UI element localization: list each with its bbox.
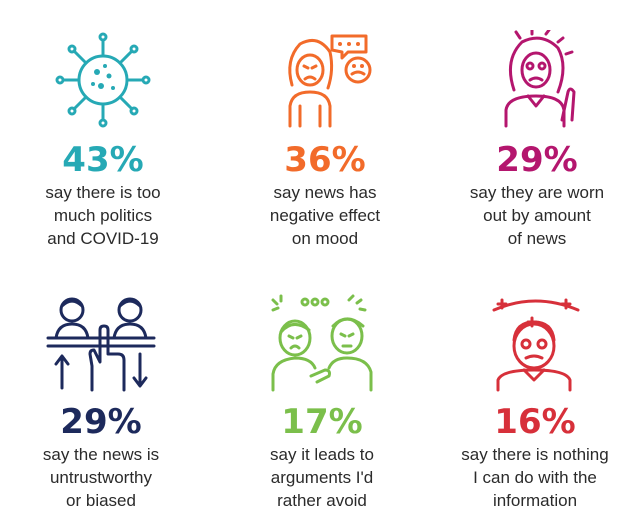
stat-card-too-much-politics: 43% say there is too much politics and C… — [3, 30, 203, 250]
upset-person-speech-bubble-icon — [288, 34, 372, 128]
stat-card-untrustworthy: 29% say the news is untrustworthy or bia… — [1, 292, 201, 512]
percentage: 29% — [496, 140, 578, 180]
virus-icon — [55, 32, 151, 128]
exhausted-person-icon — [504, 30, 576, 128]
percentage: 29% — [60, 402, 142, 442]
percentage: 17% — [281, 402, 363, 442]
stat-description: say it leads to arguments I'd rather avo… — [270, 445, 374, 510]
people-thumbs-up-down-icon — [46, 297, 156, 392]
stat-card-worn-out: 29% say they are worn out by amount of n… — [437, 30, 637, 250]
stat-card-negative-mood: 36% say news has negative effect on mood — [225, 30, 425, 250]
percentage: 16% — [494, 402, 576, 442]
arguing-people-icon — [271, 294, 373, 392]
stat-description: say the news is untrustworthy or biased — [42, 445, 160, 510]
percentage: 36% — [284, 140, 366, 180]
stat-description: say there is too much politics and COVID… — [45, 183, 161, 248]
stat-description: say they are worn out by amount of news — [469, 183, 605, 248]
stat-description: say news has negative effect on mood — [269, 183, 381, 248]
percentage: 43% — [62, 140, 144, 180]
stat-description: say there is nothing I can do with the i… — [461, 445, 609, 510]
stat-card-nothing-to-do: 16% say there is nothing I can do with t… — [435, 292, 635, 512]
dizzy-person-icon — [492, 298, 580, 392]
stat-card-arguments: 17% say it leads to arguments I'd rather… — [222, 292, 422, 512]
